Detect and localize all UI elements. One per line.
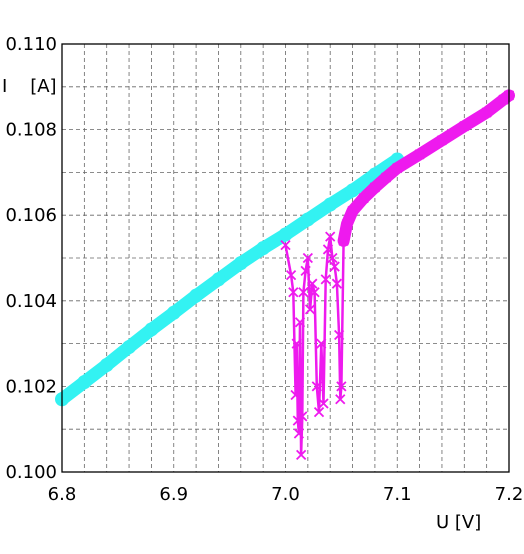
data-point <box>338 235 349 247</box>
y-tick-label: 0.100 <box>5 462 57 483</box>
data-point <box>341 218 353 229</box>
series-1-band <box>55 153 404 406</box>
data-point <box>211 272 226 287</box>
data-point <box>296 449 307 461</box>
data-point <box>327 252 338 264</box>
data-point <box>256 241 271 256</box>
data-point <box>77 375 92 390</box>
data-point <box>498 94 509 105</box>
data-point <box>313 406 325 418</box>
data-point <box>144 322 159 337</box>
y-tick-label: 0.102 <box>5 376 57 397</box>
data-point <box>285 269 297 281</box>
y-tick-label: 0.110 <box>5 34 57 55</box>
data-point <box>481 107 492 118</box>
data-point <box>335 394 346 405</box>
data-point <box>331 278 343 289</box>
data-point <box>300 212 315 227</box>
data-point <box>304 304 316 315</box>
data-point <box>307 278 318 289</box>
data-point <box>323 197 338 212</box>
data-point <box>278 227 293 242</box>
data-point <box>280 240 291 251</box>
data-point <box>288 287 299 298</box>
data-point <box>369 182 381 193</box>
data-point <box>294 317 306 328</box>
data-point <box>345 183 360 198</box>
data-point <box>358 192 369 204</box>
data-point <box>459 121 470 132</box>
axis-ticks: 6.8 6.9 7.0 7.1 7.2 0.100 0.102 0.104 0.106 0.108… <box>5 34 523 505</box>
data-point <box>336 381 347 392</box>
data-point <box>414 149 425 160</box>
data-point <box>316 338 327 349</box>
x-tick-label: 7.1 <box>383 484 412 505</box>
data-point <box>347 205 358 217</box>
data-point <box>99 358 114 372</box>
data-series <box>55 89 515 461</box>
data-point <box>325 231 336 242</box>
series-2 <box>280 89 515 461</box>
y-tick-label: 0.104 <box>5 291 57 312</box>
x-tick-label: 7.2 <box>495 484 524 505</box>
x-tick-label: 7.0 <box>271 484 300 505</box>
data-point <box>290 389 301 401</box>
y-tick-label: 0.108 <box>5 120 57 141</box>
data-point <box>309 287 320 298</box>
data-point <box>392 162 403 174</box>
x-axis-label: U [V] <box>436 512 481 533</box>
plot-frame <box>61 43 510 473</box>
data-point <box>302 252 313 264</box>
data-point <box>298 287 309 298</box>
data-point <box>329 261 340 272</box>
data-point <box>311 381 322 392</box>
data-point <box>318 398 329 409</box>
data-point <box>122 340 137 355</box>
data-point <box>334 329 345 341</box>
data-point <box>320 274 331 285</box>
data-point <box>291 338 302 349</box>
series-1 <box>55 152 405 407</box>
data-point <box>436 135 448 146</box>
data-point <box>293 428 305 439</box>
data-point <box>233 256 248 271</box>
y-tick-label: 0.106 <box>5 205 57 226</box>
data-point <box>380 172 392 183</box>
y-axis-label: I [A] <box>2 76 57 97</box>
data-point <box>300 265 311 276</box>
data-point <box>322 244 334 255</box>
data-point <box>166 305 181 320</box>
data-point <box>189 288 204 303</box>
data-point <box>297 411 308 422</box>
x-tick-label: 6.9 <box>159 484 188 505</box>
x-tick-label: 6.8 <box>48 484 77 505</box>
